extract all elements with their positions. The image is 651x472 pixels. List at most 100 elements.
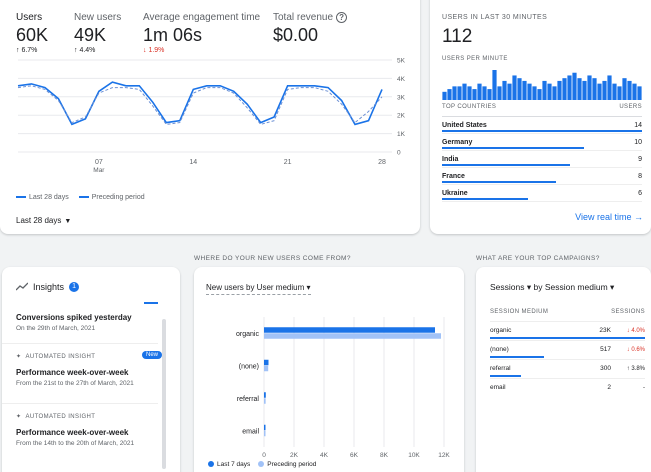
category-label: referral bbox=[237, 396, 260, 403]
new-users-bar-chart: 0 2K 4K 6K 8K 10K 12K organic (none) referral emai… bbox=[236, 317, 450, 459]
kpi-engagement-label: Average engagement time bbox=[143, 12, 261, 23]
insight-item-1[interactable]: Conversions spiked yesterday On the 29th… bbox=[16, 313, 156, 332]
insight-partial bbox=[16, 302, 158, 304]
campaign-change: ↓ 0.6% bbox=[626, 346, 645, 353]
insights-title: Insights bbox=[33, 282, 65, 292]
kpi-users-tab[interactable]: Users 60K ↑ 6.7% bbox=[16, 12, 48, 54]
campaign-row[interactable]: email 2 - bbox=[490, 378, 645, 397]
per-minute-bar bbox=[467, 86, 472, 100]
country-row[interactable]: France 8 bbox=[442, 168, 642, 185]
campaign-medium: email bbox=[490, 384, 506, 391]
legend-previous-label: Preceding period bbox=[91, 194, 145, 201]
kpi-users-delta: ↑ 6.7% bbox=[16, 47, 38, 54]
date-range-selector[interactable]: Last 28 days ▼ bbox=[16, 216, 71, 225]
kpi-engagement-value: 1m 06s bbox=[143, 25, 203, 45]
campaigns-card: Sessions ▾ by Session medium ▾ SESSION M… bbox=[476, 267, 651, 472]
insight-2-sub: From the 21st to the 27th of March, 2021 bbox=[16, 380, 134, 387]
insight-3-tag-label: AUTOMATED INSIGHT bbox=[25, 413, 96, 420]
per-minute-bar bbox=[462, 83, 467, 100]
new-users-chart-title-dropdown[interactable]: New users by User medium ▾ bbox=[206, 283, 311, 295]
insights-count-badge: 1 bbox=[69, 282, 80, 292]
insight-1-title: Conversions spiked yesterday bbox=[16, 313, 132, 322]
x-tick-label: 0 bbox=[262, 452, 266, 459]
insights-card: Insights 1 Conversions spiked yesterday … bbox=[2, 267, 180, 472]
sparkle-icon: ✦ bbox=[16, 354, 22, 360]
insights-header: Insights 1 bbox=[16, 282, 80, 292]
insight-item-3[interactable]: ✦ AUTOMATED INSIGHT Performance week-over… bbox=[16, 413, 156, 448]
country-row[interactable]: Germany 10 bbox=[442, 134, 642, 151]
insight-item-2[interactable]: ✦ AUTOMATED INSIGHT New Performance week-… bbox=[16, 351, 162, 387]
per-minute-bar bbox=[452, 86, 457, 100]
campaign-medium: organic bbox=[490, 327, 512, 334]
country-row[interactable]: Ukraine 6 bbox=[442, 185, 642, 202]
date-range-label: Last 28 days bbox=[16, 216, 62, 225]
country-name: France bbox=[442, 173, 465, 180]
kpi-new-users-value: 49K bbox=[74, 25, 107, 45]
new-users-section-heading: WHERE DO YOUR NEW USERS COME FROM? bbox=[194, 255, 351, 262]
kpi-revenue-tab[interactable]: Total revenue? $0.00 bbox=[273, 12, 348, 46]
country-row[interactable]: India 9 bbox=[442, 151, 642, 168]
insight-2-title: Performance week-over-week bbox=[16, 368, 129, 377]
campaign-row[interactable]: organic 23K ↓ 4.0% bbox=[490, 321, 645, 340]
campaign-sessions: 23K bbox=[599, 327, 611, 334]
per-minute-bar bbox=[612, 83, 617, 100]
insight-3-title: Performance week-over-week bbox=[16, 428, 129, 437]
kpi-new-users-tab[interactable]: New users 49K ↑ 4.4% bbox=[74, 12, 121, 54]
legend-last-7-days-label: Last 7 days bbox=[217, 461, 251, 468]
y-tick-label: 0 bbox=[397, 150, 401, 157]
per-minute-bar bbox=[577, 78, 582, 100]
y-tick-label: 4K bbox=[397, 76, 406, 83]
kpi-users-value: 60K bbox=[16, 25, 49, 45]
per-minute-bar bbox=[552, 86, 557, 100]
top-countries-header-left: TOP COUNTRIES bbox=[442, 104, 497, 110]
campaign-row[interactable]: (none) 517 ↓ 0.6% bbox=[490, 340, 645, 359]
y-tick-label: 1K bbox=[397, 131, 406, 138]
new-badge: New bbox=[141, 351, 162, 359]
insight-2-tag: ✦ AUTOMATED INSIGHT bbox=[16, 353, 156, 361]
per-minute-bar bbox=[482, 86, 487, 100]
per-minute-bar bbox=[507, 83, 512, 100]
per-minute-bar bbox=[502, 80, 507, 100]
campaign-share-bar bbox=[490, 337, 645, 339]
campaigns-table: SESSION MEDIUM SESSIONS organic 23K ↓ 4.0%… bbox=[490, 309, 645, 397]
y-tick-label: 5K bbox=[397, 58, 406, 65]
x-tick-label: 28 bbox=[378, 159, 386, 166]
x-tick-label: 07 bbox=[95, 159, 103, 166]
insight-3-tag: ✦ AUTOMATED INSIGHT bbox=[16, 413, 156, 421]
per-minute-bar bbox=[607, 75, 612, 100]
per-minute-bar bbox=[622, 78, 627, 100]
x-tick-label: 10K bbox=[408, 452, 420, 459]
view-real-time-link[interactable]: View real time → bbox=[575, 212, 643, 222]
per-minute-bar bbox=[542, 80, 547, 100]
insight-partial-bar bbox=[144, 302, 158, 304]
y-tick-label: 2K bbox=[397, 113, 406, 120]
per-minute-bar bbox=[592, 78, 597, 100]
campaigns-title-dropdown[interactable]: Sessions ▾ by Session medium ▾ bbox=[490, 282, 615, 292]
x-tick-label: 2K bbox=[290, 452, 299, 459]
campaign-change: - bbox=[643, 384, 645, 391]
per-minute-bar bbox=[512, 75, 517, 100]
legend-current: Last 28 days bbox=[16, 194, 69, 201]
kpi-engagement-tab[interactable]: Average engagement time 1m 06s ↓ 1.9% bbox=[143, 12, 260, 54]
help-icon[interactable]: ? bbox=[336, 12, 348, 23]
country-name: India bbox=[442, 156, 459, 163]
category-label: email bbox=[242, 428, 259, 435]
country-name: United States bbox=[442, 122, 487, 129]
bar-preceding-period bbox=[264, 365, 269, 372]
per-minute-bar bbox=[567, 75, 572, 100]
country-row[interactable]: United States 14 bbox=[442, 117, 642, 134]
per-minute-bar bbox=[492, 70, 497, 100]
per-minute-bar bbox=[527, 83, 532, 100]
campaign-row[interactable]: referral 300 ↑ 3.8% bbox=[490, 359, 645, 378]
realtime-value: 112 bbox=[442, 26, 473, 47]
insights-scrollbar[interactable] bbox=[162, 319, 166, 469]
divider bbox=[2, 403, 158, 404]
per-minute-bar bbox=[487, 89, 492, 100]
per-minute-bar bbox=[582, 80, 587, 100]
country-name: Ukraine bbox=[442, 190, 468, 197]
x-tick-label: 4K bbox=[320, 452, 329, 459]
legend-previous: Preceding period bbox=[78, 194, 145, 201]
country-share-bar bbox=[442, 181, 556, 183]
bar-chart-legend: Last 7 days Preceding period bbox=[208, 461, 316, 468]
